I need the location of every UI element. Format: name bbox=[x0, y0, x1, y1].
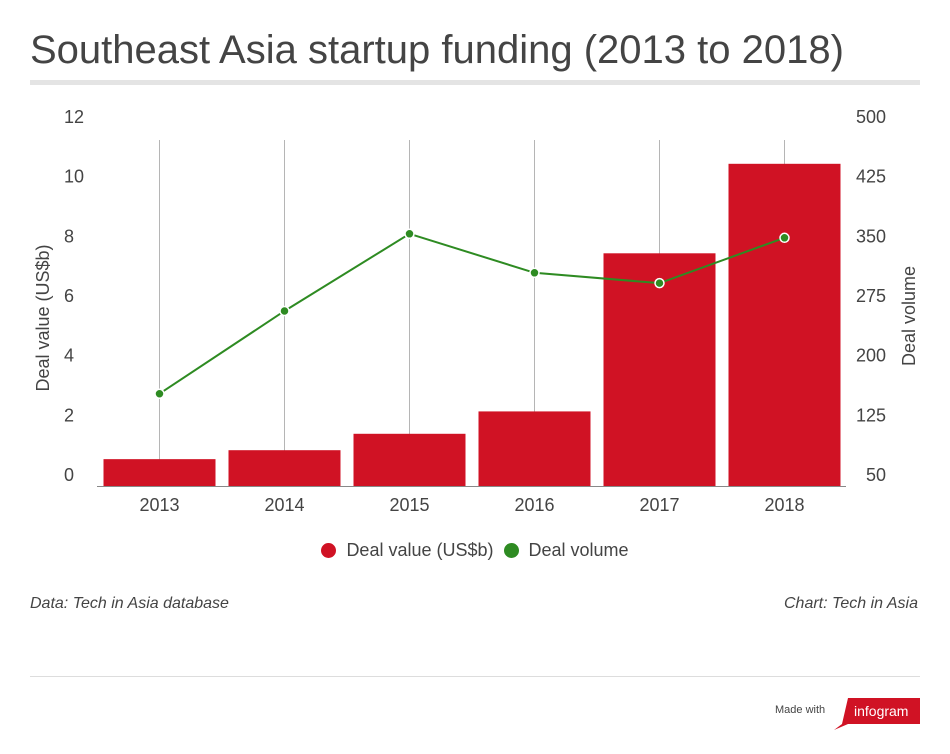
bar-2014[interactable] bbox=[228, 450, 341, 486]
x-tick-2017: 2017 bbox=[639, 495, 679, 515]
y-tick-left-4: 4 bbox=[64, 346, 74, 366]
x-tick-2018: 2018 bbox=[764, 495, 804, 515]
bar-2016[interactable] bbox=[478, 411, 591, 486]
legend-label-deal-value: Deal value (US$b) bbox=[346, 540, 494, 560]
infogram-logo[interactable]: infogram bbox=[834, 698, 920, 730]
y-axis-label-right: Deal volume bbox=[899, 266, 919, 366]
point-deal-volume-2016[interactable] bbox=[529, 267, 540, 279]
footer-divider bbox=[30, 676, 920, 677]
point-deal-volume-2017[interactable] bbox=[654, 277, 665, 289]
y-tick-left-12: 12 bbox=[64, 107, 84, 127]
title-divider bbox=[30, 80, 920, 85]
data-source: Data: Tech in Asia database bbox=[30, 595, 229, 612]
point-deal-volume-2013[interactable] bbox=[154, 388, 165, 399]
x-tick-2013: 2013 bbox=[139, 495, 179, 515]
y-tick-right-275: 275 bbox=[856, 286, 886, 306]
infogram-badge-shape bbox=[834, 698, 920, 730]
point-deal-volume-2015[interactable] bbox=[404, 228, 415, 240]
infogram-label: infogram bbox=[854, 703, 909, 719]
bar-2015[interactable] bbox=[353, 433, 466, 486]
y-axis-label-left: Deal value (US$b) bbox=[33, 244, 53, 391]
legend-item-deal-volume[interactable]: Deal volume bbox=[503, 540, 629, 561]
y-tick-left-0: 0 bbox=[64, 465, 74, 485]
legend-label-deal-volume: Deal volume bbox=[528, 540, 629, 560]
y-tick-right-500: 500 bbox=[856, 107, 886, 127]
x-tick-2014: 2014 bbox=[264, 495, 304, 515]
legend-item-deal-value[interactable]: Deal value (US$b) bbox=[321, 540, 494, 561]
y-tick-right-50: 50 bbox=[866, 465, 886, 485]
chart-credit: Chart: Tech in Asia bbox=[784, 595, 918, 612]
y-tick-right-125: 125 bbox=[856, 405, 886, 425]
x-tick-2016: 2016 bbox=[514, 495, 554, 515]
y-tick-right-200: 200 bbox=[856, 346, 886, 366]
y-tick-right-425: 425 bbox=[856, 167, 886, 187]
x-tick-2015: 2015 bbox=[389, 495, 429, 515]
point-deal-volume-2014[interactable] bbox=[279, 305, 290, 317]
bar-2018[interactable] bbox=[728, 163, 841, 487]
bar-2017[interactable] bbox=[603, 253, 716, 486]
y-tick-left-6: 6 bbox=[64, 286, 74, 306]
bar-2013[interactable] bbox=[103, 459, 216, 486]
y-tick-left-2: 2 bbox=[64, 405, 74, 425]
combo-chart: 0 2 4 6 8 10 12 50 125 200 275 350 425 500 2013 2014 201… bbox=[33, 107, 919, 515]
made-with-text: Made with bbox=[775, 704, 826, 716]
chart-legend: Deal value (US$b) Deal volume bbox=[0, 540, 950, 561]
point-deal-volume-2018[interactable] bbox=[779, 232, 790, 244]
legend-swatch-deal-volume bbox=[503, 543, 519, 558]
y-tick-right-350: 350 bbox=[856, 226, 886, 246]
y-tick-left-8: 8 bbox=[64, 226, 74, 246]
line-deal-volume bbox=[158, 232, 785, 395]
legend-swatch-deal-value bbox=[321, 543, 337, 558]
y-tick-left-10: 10 bbox=[64, 167, 84, 187]
chart-title: Southeast Asia startup funding (2013 to … bbox=[30, 28, 844, 72]
